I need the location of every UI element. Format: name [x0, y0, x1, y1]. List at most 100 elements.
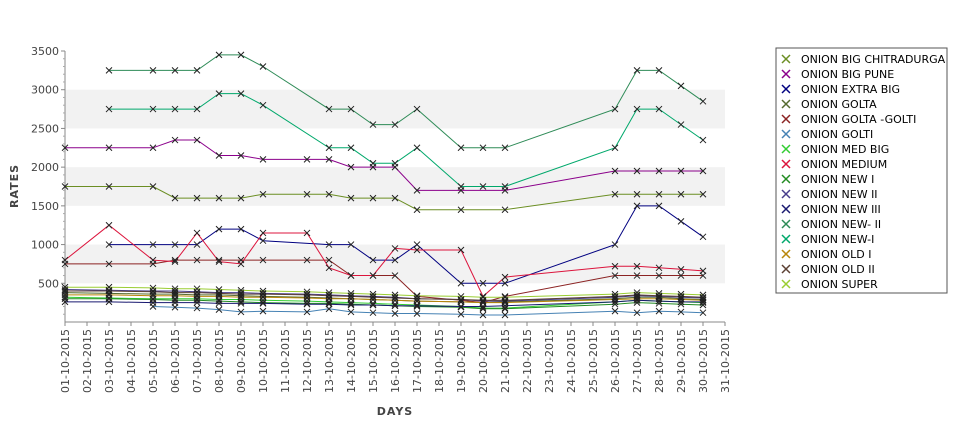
data-point-onion-extra-big: [149, 241, 157, 248]
data-point-onion-big-pune: [61, 144, 69, 152]
data-point-onion-big-chitradurga: [325, 190, 333, 198]
data-point-onion-medium: [215, 258, 223, 265]
data-point-onion-old-ii: [413, 295, 421, 303]
series-line-onion-new-ii: [64, 289, 704, 302]
legend-item-onion-big-pune: ONION BIG PUNE: [781, 68, 894, 81]
data-point-onion-new-iii: [347, 301, 355, 309]
data-point-onion-big-chitradurga: [215, 194, 223, 202]
x-tick-label: 11-10-2015: [279, 329, 292, 393]
legend-label: ONION BIG CHITRADURGA: [801, 53, 946, 66]
legend-label: ONION MEDIUM: [801, 158, 887, 171]
data-point-onion-big-chitradurga: [259, 190, 267, 198]
data-point-onion-big-pune: [193, 136, 201, 144]
data-point-onion-new-iii: [391, 302, 399, 310]
data-point-onion-new-i: [611, 144, 619, 152]
data-point-onion-old-ii: [501, 296, 509, 304]
series-line-onion-golti: [152, 306, 704, 316]
data-point-onion-super: [259, 287, 267, 295]
data-point-onion-golti: [611, 307, 619, 315]
data-point-onion-super: [347, 289, 355, 297]
data-point-onion-old-i: [479, 299, 487, 306]
data-point-onion-old-i: [655, 295, 663, 303]
x-tick-label: 13-10-2015: [323, 329, 336, 393]
data-point-onion-golti: [479, 311, 487, 319]
data-point-onion-med-big: [325, 298, 333, 306]
data-point-onion-extra-big: [699, 233, 707, 241]
data-point-onion-old-ii: [655, 292, 663, 300]
data-point-onion-old-i: [325, 295, 333, 303]
x-tick-label: 04-10-2015: [125, 329, 138, 393]
x-tick-label: 16-10-2015: [389, 329, 402, 393]
data-point-onion-old-ii: [677, 293, 685, 300]
data-point-onion-new-ii: [633, 67, 641, 74]
data-point-onion-golta-golti: [259, 256, 267, 264]
x-tick-label: 20-10-2015: [477, 329, 490, 393]
data-point-onion-new-i: [347, 144, 355, 152]
legend-label: ONION EXTRA BIG: [801, 83, 900, 96]
data-point-onion-new-ii: [237, 51, 245, 59]
series-line-onion-new-i: [109, 93, 704, 187]
data-point-onion-new-i: [413, 303, 421, 310]
legend-label: ONION OLD II: [801, 263, 875, 276]
data-point-onion-med-big: [303, 297, 311, 305]
data-point-onion-new-i: [237, 90, 245, 97]
x-tick-label: 29-10-2015: [675, 329, 688, 393]
data-point-onion-big-chitradurga: [413, 206, 421, 214]
x-tick-label: 25-10-2015: [587, 329, 600, 393]
data-point-onion-old-i: [457, 298, 465, 306]
data-point-onion-new-iii: [655, 297, 663, 305]
x-tick-label: 24-10-2015: [565, 329, 578, 393]
data-point-onion-big-chitradurga: [611, 190, 619, 198]
x-tick-label: 10-10-2015: [257, 329, 270, 393]
data-point-onion-big-chitradurga: [369, 194, 377, 202]
data-point-onion-medium: [699, 267, 707, 275]
data-point-onion-med-big: [501, 304, 509, 312]
data-point-onion-extra-big: [369, 256, 377, 264]
data-point-onion-new-i: [325, 144, 333, 152]
data-point-onion-golta-golti: [391, 272, 399, 279]
data-point-onion-medium: [325, 264, 333, 272]
data-point-onion-new-ii: [149, 67, 157, 74]
data-point-onion-new-ii: [259, 63, 267, 70]
data-point-onion-medium: [303, 229, 311, 237]
data-point-onion-golta-golti: [677, 272, 685, 279]
data-point-onion-big-chitradurga: [171, 194, 179, 202]
x-tick-label: 21-10-2015: [499, 329, 512, 393]
data-point-onion-new-i: [215, 90, 223, 97]
data-point-onion-super: [325, 289, 333, 296]
data-point-onion-new-ii: [391, 293, 399, 301]
data-point-onion-new-iii: [501, 302, 509, 310]
legend-label: ONION GOLTA -GOLTI: [801, 113, 916, 126]
legend-marker: [781, 84, 791, 94]
data-point-onion-new-iii: [677, 298, 685, 306]
legend-marker: [781, 159, 791, 169]
data-point-onion-golti: [237, 308, 245, 316]
x-tick-label: 06-10-2015: [169, 329, 182, 393]
data-point-onion-golta-golti: [171, 256, 179, 264]
data-point-onion-old-i: [611, 296, 619, 303]
data-point-onion-medium: [369, 272, 377, 279]
data-point-onion-new-i: [347, 300, 355, 308]
legend-item-onion-big-chitradurga: ONION BIG CHITRADURGA: [781, 53, 946, 66]
legend-marker: [781, 249, 791, 259]
legend-label: ONION NEW II: [801, 188, 878, 201]
data-point-onion-old-i: [171, 292, 179, 300]
data-point-onion-golti: [633, 309, 641, 317]
x-tick-label: 19-10-2015: [455, 329, 468, 393]
data-point-onion-new-ii: [413, 105, 421, 113]
data-point-onion-medium: [655, 264, 663, 272]
data-point-onion-new-ii: [193, 67, 201, 74]
legend-item-onion-medium: ONION MEDIUM: [781, 158, 887, 171]
data-point-onion-medium: [347, 272, 355, 279]
legend-marker: [781, 234, 791, 244]
data-point-onion-super: [193, 285, 201, 293]
data-point-onion-new-iii: [237, 300, 245, 307]
y-tick-label: 500: [38, 277, 59, 290]
data-point-onion-super: [215, 286, 223, 293]
data-point-onion-old-i: [699, 296, 707, 304]
data-point-onion-super: [479, 293, 487, 301]
data-point-onion-new-i: [259, 101, 267, 109]
data-point-onion-new-ii: [105, 67, 113, 74]
data-point-onion-big-pune: [215, 152, 223, 159]
data-point-onion-old-i: [677, 296, 685, 303]
